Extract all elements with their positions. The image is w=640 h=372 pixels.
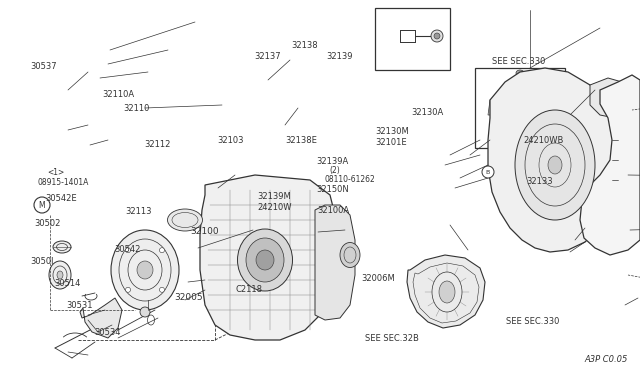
Text: 32100A: 32100A bbox=[317, 206, 349, 215]
Text: 08915-1401A: 08915-1401A bbox=[37, 178, 88, 187]
Text: 32005: 32005 bbox=[175, 293, 204, 302]
Bar bbox=[475, 68, 565, 148]
Polygon shape bbox=[80, 298, 122, 338]
Text: <1>: <1> bbox=[47, 168, 65, 177]
Ellipse shape bbox=[340, 243, 360, 267]
Text: 32130M: 32130M bbox=[376, 127, 410, 136]
Polygon shape bbox=[612, 205, 630, 235]
Text: 32133: 32133 bbox=[526, 177, 553, 186]
Polygon shape bbox=[580, 75, 640, 255]
Text: 32113: 32113 bbox=[125, 207, 151, 216]
Text: 24210WB: 24210WB bbox=[524, 136, 564, 145]
Polygon shape bbox=[315, 205, 355, 320]
Text: SEE SEC.330: SEE SEC.330 bbox=[492, 57, 545, 66]
Text: 32130A: 32130A bbox=[411, 108, 443, 117]
Ellipse shape bbox=[246, 238, 284, 282]
Text: 08110-61262: 08110-61262 bbox=[324, 175, 375, 184]
Text: 32138E: 32138E bbox=[285, 136, 317, 145]
Text: 3050l: 3050l bbox=[31, 257, 54, 266]
Ellipse shape bbox=[256, 250, 274, 270]
Text: 32138: 32138 bbox=[291, 41, 318, 50]
Ellipse shape bbox=[237, 229, 292, 291]
Text: 32110A: 32110A bbox=[102, 90, 134, 99]
Text: M: M bbox=[38, 201, 45, 209]
Ellipse shape bbox=[34, 197, 50, 213]
Ellipse shape bbox=[509, 82, 531, 98]
Text: 32110: 32110 bbox=[124, 104, 150, 113]
Text: 32103: 32103 bbox=[218, 136, 244, 145]
Text: SEE SEC.330: SEE SEC.330 bbox=[506, 317, 559, 326]
Ellipse shape bbox=[159, 287, 164, 292]
Ellipse shape bbox=[138, 260, 143, 266]
Ellipse shape bbox=[49, 261, 71, 289]
Polygon shape bbox=[590, 78, 628, 118]
Ellipse shape bbox=[515, 110, 595, 220]
Polygon shape bbox=[618, 145, 636, 182]
Ellipse shape bbox=[140, 307, 150, 317]
Ellipse shape bbox=[53, 241, 71, 253]
Text: 32139: 32139 bbox=[326, 52, 353, 61]
Polygon shape bbox=[488, 68, 625, 252]
Bar bbox=[375, 8, 450, 70]
Text: 32101E: 32101E bbox=[376, 138, 407, 147]
Polygon shape bbox=[488, 100, 555, 115]
Text: 30502: 30502 bbox=[34, 219, 60, 228]
Ellipse shape bbox=[137, 261, 153, 279]
Text: 32137: 32137 bbox=[254, 52, 281, 61]
Ellipse shape bbox=[57, 271, 63, 279]
Text: 30542: 30542 bbox=[114, 246, 140, 254]
Text: C2118: C2118 bbox=[236, 285, 262, 294]
Ellipse shape bbox=[439, 281, 455, 303]
Text: 24210W: 24210W bbox=[257, 203, 292, 212]
Ellipse shape bbox=[516, 70, 524, 76]
Ellipse shape bbox=[125, 248, 131, 253]
Text: 32006M: 32006M bbox=[362, 274, 396, 283]
Ellipse shape bbox=[118, 258, 132, 268]
Text: 32139A: 32139A bbox=[316, 157, 348, 166]
Text: 32100: 32100 bbox=[191, 227, 220, 236]
Text: 30534: 30534 bbox=[95, 328, 121, 337]
Polygon shape bbox=[200, 175, 335, 340]
Text: 30537: 30537 bbox=[31, 62, 58, 71]
Text: 30531: 30531 bbox=[66, 301, 92, 310]
Polygon shape bbox=[407, 255, 485, 328]
Text: 32112: 32112 bbox=[144, 140, 170, 149]
Ellipse shape bbox=[159, 248, 164, 253]
Ellipse shape bbox=[168, 209, 202, 231]
Ellipse shape bbox=[434, 33, 440, 39]
Ellipse shape bbox=[548, 156, 562, 174]
Ellipse shape bbox=[125, 287, 131, 292]
Ellipse shape bbox=[512, 105, 520, 112]
Text: 30542E: 30542E bbox=[45, 194, 76, 203]
Text: A3P C0.05: A3P C0.05 bbox=[584, 355, 628, 364]
Text: 32139M: 32139M bbox=[257, 192, 291, 201]
Text: 30514: 30514 bbox=[54, 279, 81, 288]
Text: B: B bbox=[486, 170, 490, 174]
Text: (2): (2) bbox=[330, 166, 340, 174]
Ellipse shape bbox=[111, 230, 179, 310]
Ellipse shape bbox=[431, 30, 443, 42]
Text: 32150N: 32150N bbox=[316, 185, 349, 194]
Text: SEE SEC.32B: SEE SEC.32B bbox=[365, 334, 419, 343]
Ellipse shape bbox=[482, 166, 494, 178]
